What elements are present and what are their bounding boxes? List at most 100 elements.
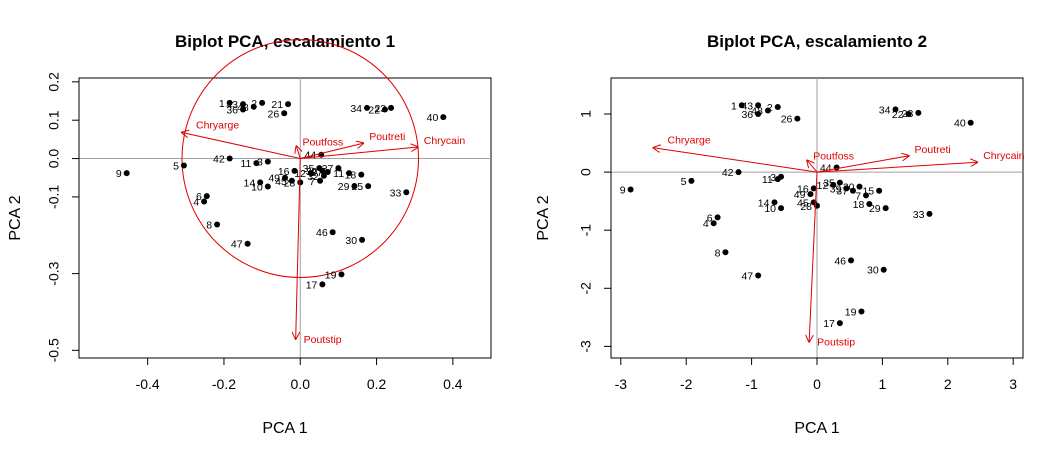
site-point bbox=[863, 192, 870, 199]
site-label: 8 bbox=[206, 220, 212, 232]
site-point bbox=[351, 183, 358, 190]
site-label: 29 bbox=[338, 181, 350, 193]
y-tick-label: -0.3 bbox=[46, 261, 62, 285]
site-label: 27 bbox=[311, 167, 323, 179]
site-label: 46 bbox=[834, 255, 846, 267]
chart-title: Biplot PCA, escalamiento 1 bbox=[175, 32, 395, 51]
x-tick-label: 3 bbox=[1009, 376, 1017, 392]
site-label: 17 bbox=[306, 279, 318, 291]
site-label: 49 bbox=[794, 189, 806, 201]
site-label: 45 bbox=[797, 197, 809, 209]
site-label: 40 bbox=[954, 118, 966, 130]
site-point bbox=[688, 177, 695, 184]
site-label: 6 bbox=[707, 212, 713, 224]
site-label: 4 bbox=[193, 197, 199, 209]
site-point bbox=[324, 168, 331, 175]
site-point bbox=[843, 185, 850, 192]
y-tick-label: -2 bbox=[578, 282, 594, 295]
site-point bbox=[240, 106, 247, 113]
site-label: 22 bbox=[368, 104, 380, 116]
site-label: 29 bbox=[869, 203, 881, 215]
site-label: 39 bbox=[306, 166, 318, 178]
species-vector-arrow bbox=[296, 146, 300, 159]
site-point bbox=[329, 229, 336, 236]
site-point bbox=[253, 160, 260, 167]
site-point bbox=[180, 162, 187, 169]
species-vector-label: Poutreti bbox=[369, 131, 405, 143]
site-point bbox=[882, 205, 889, 212]
site-label: 1 bbox=[731, 100, 737, 112]
site-point bbox=[892, 106, 899, 113]
x-tick-label: -0.4 bbox=[136, 376, 160, 392]
x-tick-label: -0.2 bbox=[212, 376, 236, 392]
species-vector-arrow bbox=[654, 148, 818, 173]
site-label: 11 bbox=[240, 158, 251, 170]
species-vector-label: Chrycain bbox=[983, 150, 1025, 162]
site-point bbox=[627, 186, 634, 193]
species-vector-arrow bbox=[300, 147, 417, 160]
site-point bbox=[259, 99, 266, 106]
site-point bbox=[257, 179, 264, 186]
y-tick-label: 1 bbox=[578, 110, 594, 118]
site-label: 8 bbox=[715, 247, 721, 259]
site-point bbox=[381, 106, 388, 113]
site-point bbox=[346, 170, 353, 177]
species-vector-label: Chryarge bbox=[196, 119, 239, 131]
site-point bbox=[778, 205, 785, 212]
site-point bbox=[880, 266, 887, 273]
site-label: 48 bbox=[751, 106, 763, 118]
site-point bbox=[830, 181, 837, 188]
species-vector-label: Poutfoss bbox=[813, 150, 854, 162]
site-point bbox=[849, 187, 856, 194]
site-point bbox=[794, 115, 801, 122]
site-label: 32 bbox=[307, 171, 319, 183]
site-point bbox=[226, 155, 233, 162]
site-label: 33 bbox=[390, 187, 402, 199]
site-label: 47 bbox=[231, 239, 243, 251]
species-vector-label: Chryarge bbox=[668, 135, 711, 147]
y-tick-label: 0.1 bbox=[46, 110, 62, 130]
site-label: 4 bbox=[703, 218, 709, 230]
y-axis-label: PCA 2 bbox=[535, 195, 552, 240]
site-label: 19 bbox=[845, 307, 857, 319]
site-label: 42 bbox=[213, 154, 225, 166]
site-point bbox=[774, 104, 781, 111]
site-point bbox=[288, 177, 295, 184]
site-point bbox=[755, 272, 762, 279]
site-label: 36 bbox=[226, 104, 238, 116]
species-vector-label: Chrycain bbox=[424, 135, 466, 147]
site-point bbox=[807, 191, 814, 198]
site-point bbox=[735, 169, 742, 176]
site-point bbox=[810, 185, 817, 192]
site-point bbox=[201, 198, 208, 205]
site-label: 11 bbox=[762, 174, 773, 186]
site-label: 23 bbox=[902, 108, 914, 120]
site-point bbox=[926, 210, 933, 217]
site-point bbox=[364, 104, 371, 111]
site-point bbox=[285, 101, 292, 108]
site-point bbox=[388, 104, 395, 111]
site-point bbox=[440, 114, 447, 121]
y-axis-label: PCA 2 bbox=[7, 195, 24, 240]
site-label: 18 bbox=[345, 170, 357, 182]
site-point bbox=[358, 171, 365, 178]
site-point bbox=[836, 320, 843, 327]
x-tick-label: 0.4 bbox=[443, 376, 463, 392]
site-label: 43 bbox=[741, 100, 753, 112]
x-tick-label: 1 bbox=[878, 376, 886, 392]
site-label: 37 bbox=[322, 163, 334, 175]
site-point bbox=[291, 167, 298, 174]
species-vector-arrow bbox=[809, 172, 818, 342]
species-vector-arrow bbox=[296, 158, 301, 339]
site-label: 11 bbox=[333, 168, 344, 180]
site-point bbox=[244, 240, 251, 247]
site-point bbox=[915, 109, 922, 116]
site-label: 48 bbox=[237, 102, 249, 114]
site-label: 49 bbox=[268, 173, 280, 185]
site-label: 26 bbox=[268, 108, 280, 120]
site-point bbox=[722, 249, 729, 256]
site-point bbox=[317, 177, 324, 184]
site-label: 35 bbox=[303, 163, 315, 175]
site-point bbox=[250, 103, 257, 110]
x-tick-label: -2 bbox=[680, 376, 693, 392]
